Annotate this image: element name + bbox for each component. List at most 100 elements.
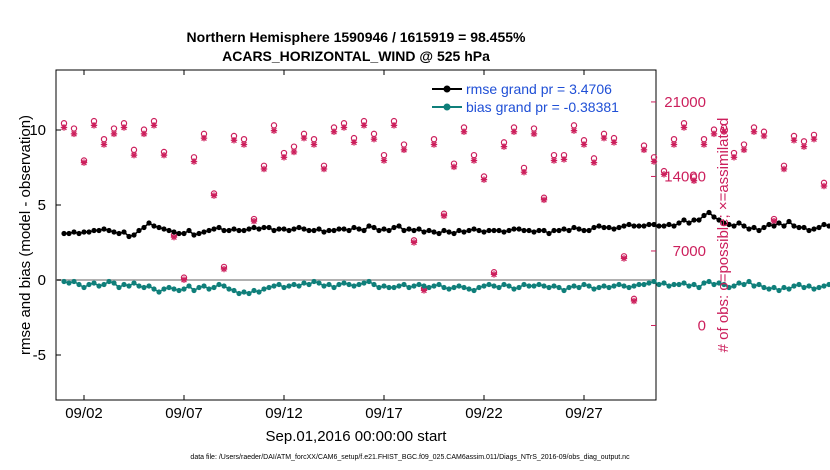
rmse-point — [426, 227, 432, 234]
rmse-point — [341, 226, 347, 232]
obs-assimilated-point — [600, 134, 608, 142]
left-tick-label: -5 — [33, 347, 46, 364]
obs-assimilated-point — [120, 124, 128, 131]
bias-point — [471, 287, 477, 294]
left-tick-label: 5 — [38, 197, 46, 214]
bias-point — [181, 286, 187, 292]
rmse-point — [556, 227, 562, 234]
rmse-point — [91, 227, 97, 234]
right-axis-ticks: 0 7000 14000 21000 — [651, 94, 706, 334]
rmse-point — [306, 227, 312, 234]
bias-point — [791, 283, 797, 289]
rmse-point — [776, 220, 782, 226]
rmse-point — [81, 229, 87, 235]
bias-point — [376, 284, 382, 291]
rmse-point — [381, 226, 387, 232]
bias-point — [586, 283, 592, 289]
left-axis-ticks: -5 0 5 10 — [29, 122, 61, 364]
rmse-point — [506, 227, 512, 234]
bias-point — [596, 284, 602, 291]
bias-point — [661, 280, 667, 286]
rmse-point — [491, 227, 497, 234]
obs-assimilated-point — [310, 141, 318, 148]
obs-assimilated-point — [780, 165, 788, 173]
right-tick-label: 7000 — [673, 243, 706, 260]
bias-point — [251, 287, 257, 294]
rmse-point — [466, 227, 472, 234]
rmse-point — [106, 227, 112, 234]
bias-point — [101, 281, 107, 288]
rmse-point — [571, 224, 577, 231]
bias-point — [121, 281, 127, 288]
rmse-point — [286, 227, 292, 234]
bias-point — [801, 284, 807, 291]
obs-assimilated-point — [400, 146, 408, 154]
bias-point — [641, 281, 647, 288]
obs-assimilated-point — [630, 297, 638, 305]
legend-rmse-label: rmse grand pr = 3.4706 — [466, 81, 612, 97]
bias-point — [786, 286, 792, 292]
bias-point — [316, 280, 322, 286]
rmse-point — [71, 229, 77, 235]
x-tick-label: 09/22 — [465, 405, 503, 422]
bias-point — [811, 286, 817, 292]
bias-point — [521, 281, 527, 288]
bias-point — [591, 286, 597, 292]
bias-point — [766, 286, 772, 292]
bias-point — [631, 283, 637, 289]
rmse-point — [761, 224, 767, 231]
rmse-point — [656, 223, 662, 229]
rmse-point — [311, 227, 317, 234]
rmse-point — [796, 224, 802, 231]
obs-assimilated-point — [640, 146, 648, 154]
obs-assimilated-point — [380, 157, 388, 164]
bias-point — [256, 289, 262, 295]
obs-assimilated-point — [210, 192, 218, 199]
bias-point — [361, 280, 367, 286]
rmse-point — [476, 227, 482, 234]
bias-point — [776, 287, 782, 294]
bias-point — [826, 281, 830, 288]
obs-assimilated-point — [620, 255, 628, 262]
rmse-point — [421, 229, 427, 235]
obs-assimilated-point — [740, 146, 748, 154]
obs-possible-point — [700, 135, 708, 143]
bias-point — [761, 284, 767, 291]
data-file-footnote: data file: /Users/raeder/DAI/ATM_forcXX/… — [190, 454, 630, 461]
bias-point — [441, 284, 447, 291]
rmse-point — [126, 233, 132, 240]
x-tick-label: 09/27 — [565, 405, 603, 422]
rmse-point — [241, 227, 247, 234]
obs-assimilated-point — [240, 141, 248, 148]
bias-point — [691, 281, 697, 288]
rmse-point — [771, 223, 777, 229]
bias-point — [816, 284, 822, 291]
obs-assimilated-point — [270, 127, 278, 134]
bias-point — [346, 281, 352, 288]
rmse-point — [176, 230, 182, 237]
rmse-point — [86, 229, 92, 235]
chart-title-line2: ACARS_HORIZONTAL_WIND @ 525 hPa — [222, 48, 490, 64]
bias-point — [666, 283, 672, 289]
bias-point — [151, 286, 157, 292]
obs-assimilated-point — [60, 124, 68, 131]
obs-assimilated-point — [560, 156, 568, 163]
rmse-point — [746, 226, 752, 232]
obs-assimilated-point — [350, 139, 358, 146]
bias-point — [676, 281, 682, 288]
bias-point — [751, 283, 757, 289]
bias-point — [351, 283, 357, 289]
obs-assimilated-point — [320, 165, 328, 173]
obs-assimilated-point — [180, 276, 188, 283]
bias-point — [546, 284, 552, 291]
bias-point — [481, 283, 487, 289]
bias-point — [116, 284, 122, 291]
bias-point — [291, 281, 297, 288]
rmse-point — [181, 230, 187, 237]
bias-point — [81, 284, 87, 291]
rmse-point — [61, 230, 67, 237]
rmse-point — [296, 224, 302, 231]
obs-assimilated-point — [340, 124, 348, 131]
obs-assimilated-point — [450, 163, 458, 171]
bias-point — [356, 281, 362, 288]
